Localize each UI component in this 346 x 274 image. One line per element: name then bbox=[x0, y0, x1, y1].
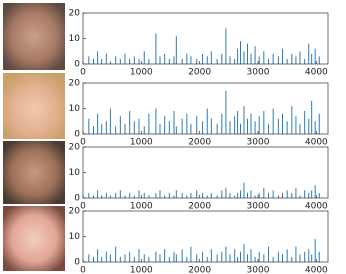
x-tick-label: 4000 bbox=[305, 138, 328, 148]
x-tick-label: 2000 bbox=[188, 68, 211, 78]
x-tick-label: 3000 bbox=[247, 138, 270, 148]
y-tick-label: 20 bbox=[69, 79, 81, 89]
face-image bbox=[3, 141, 65, 204]
y-tick-label: 20 bbox=[69, 9, 81, 19]
face-images bbox=[3, 3, 65, 271]
axes-frame bbox=[82, 146, 329, 199]
x-tick-label: 0 bbox=[80, 138, 86, 148]
axes-frame bbox=[82, 210, 329, 263]
x-tick-label: 2000 bbox=[188, 266, 211, 274]
panel: 0 10 20 0 1000 2000 3000 4000 bbox=[69, 79, 329, 148]
face-image bbox=[3, 73, 65, 139]
panel: 0 10 20 0 1000 2000 3000 4000 bbox=[69, 143, 329, 212]
face-image bbox=[3, 3, 65, 70]
x-tick-label: 1000 bbox=[130, 68, 153, 78]
x-tick-label: 4000 bbox=[305, 68, 328, 78]
x-tick-label: 1000 bbox=[130, 138, 153, 148]
face-image bbox=[3, 206, 65, 271]
axes-frame bbox=[82, 12, 329, 65]
y-tick-label: 10 bbox=[69, 104, 81, 114]
x-tick-label: 1000 bbox=[130, 202, 153, 212]
panel: 0 10 20 0 1000 2000 3000 4000 bbox=[69, 207, 329, 274]
axes-frame bbox=[82, 82, 329, 135]
y-tick-label: 0 bbox=[74, 130, 80, 140]
x-tick-label: 2000 bbox=[188, 138, 211, 148]
y-tick-label: 0 bbox=[74, 258, 80, 268]
y-tick-label: 0 bbox=[74, 194, 80, 204]
x-tick-label: 0 bbox=[80, 202, 86, 212]
y-tick-label: 10 bbox=[69, 34, 81, 44]
x-tick-label: 2000 bbox=[188, 202, 211, 212]
panel: 0 10 20 0 1000 2000 3000 4000 bbox=[69, 9, 329, 78]
x-tick-label: 3000 bbox=[247, 266, 270, 274]
x-tick-label: 0 bbox=[80, 68, 86, 78]
x-tick-label: 1000 bbox=[130, 266, 153, 274]
x-tick-label: 4000 bbox=[305, 266, 328, 274]
y-tick-label: 10 bbox=[69, 168, 81, 178]
x-tick-label: 0 bbox=[80, 266, 86, 274]
x-tick-label: 4000 bbox=[305, 202, 328, 212]
y-tick-label: 20 bbox=[69, 207, 81, 217]
y-tick-label: 20 bbox=[69, 143, 81, 153]
y-tick-label: 10 bbox=[69, 232, 81, 242]
x-tick-label: 3000 bbox=[247, 68, 270, 78]
y-tick-label: 0 bbox=[74, 60, 80, 70]
x-tick-label: 3000 bbox=[247, 202, 270, 212]
